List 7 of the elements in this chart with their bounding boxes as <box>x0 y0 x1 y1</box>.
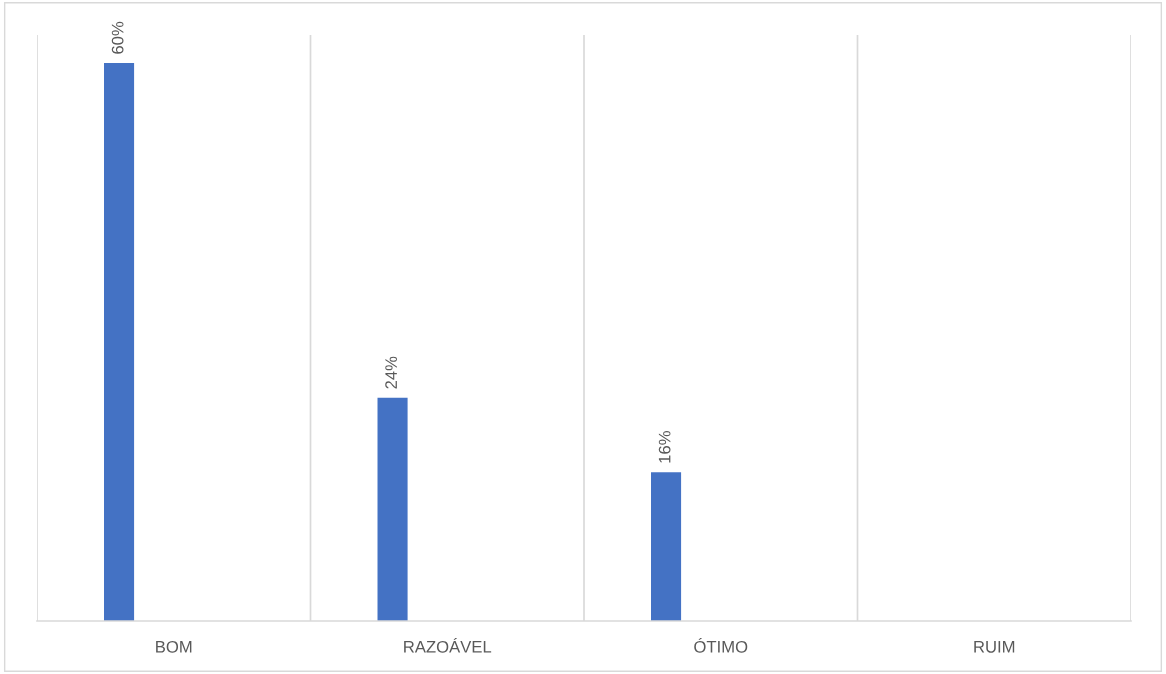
data-label: 24% <box>385 356 397 389</box>
data-label: 60% <box>111 21 124 54</box>
x-tick-label: RUIM <box>974 641 1015 653</box>
x-tick-label: ÓTIMO <box>694 638 748 653</box>
x-tick-label: RAZOÁVEL <box>404 638 492 653</box>
data-label: 16% <box>658 431 671 463</box>
x-tick-label: BOM <box>156 640 192 653</box>
